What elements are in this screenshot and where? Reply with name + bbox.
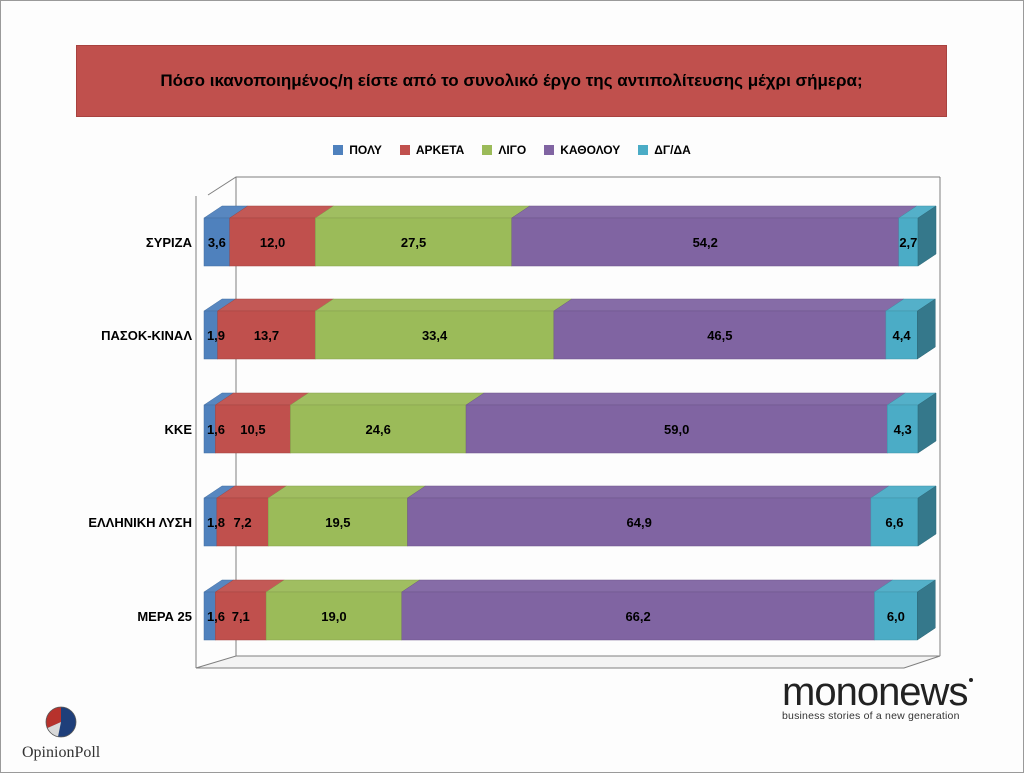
legend-swatch xyxy=(482,145,493,155)
data-label: 1,8 xyxy=(207,515,225,530)
legend-swatch xyxy=(333,145,344,155)
mononews-logo: mononews business stories of a new gener… xyxy=(782,670,974,722)
bar-side-face xyxy=(917,205,937,267)
bar-side-face xyxy=(917,579,936,641)
legend-swatch xyxy=(399,145,410,155)
bar-top-face xyxy=(400,579,894,593)
mononews-prefix: mono xyxy=(782,670,879,714)
category-label: ΣΥΡΙΖΑ xyxy=(146,235,193,250)
bar-top-face xyxy=(553,298,905,312)
bar-top-face xyxy=(267,485,427,499)
legend: ΠΟΛΥ ΑΡΚΕΤΑ ΛΙΓΟ ΚΑΘΟΛΟΥ ΔΓ/ΔΑ xyxy=(0,143,1024,157)
legend-swatch xyxy=(638,145,649,155)
legend-item: ΛΙΓΟ xyxy=(482,143,526,157)
legend-item: ΔΓ/ΔΑ xyxy=(638,143,691,157)
chart-title-box: Πόσο ικανοποιημένος/η είστε από το συνολ… xyxy=(76,45,947,117)
bar-top-face xyxy=(314,205,531,219)
bar-segment xyxy=(290,404,467,454)
data-label: 12,0 xyxy=(260,235,285,250)
data-label: 46,5 xyxy=(707,328,732,343)
data-label: 19,0 xyxy=(321,609,346,624)
bar-top-face xyxy=(465,392,907,406)
data-label: 4,4 xyxy=(893,328,912,343)
bar-top-face xyxy=(314,298,573,312)
bar-segment xyxy=(401,591,875,641)
legend-swatch xyxy=(544,145,555,155)
legend-item: ΑΡΚΕΤΑ xyxy=(399,143,465,157)
bar-segment xyxy=(229,217,316,267)
category-label: ΚΚΕ xyxy=(165,422,193,437)
bar-segment xyxy=(874,591,918,641)
data-label: 2,7 xyxy=(899,235,917,250)
data-label: 3,6 xyxy=(208,235,226,250)
bar-segment xyxy=(315,310,555,360)
bar-segment xyxy=(215,404,291,454)
data-label: 24,6 xyxy=(366,422,391,437)
opinionpoll-text: OpinionPoll xyxy=(22,744,101,761)
bar-segment xyxy=(511,217,899,267)
data-label: 6,6 xyxy=(885,515,903,530)
mononews-tagline: business stories of a new generation xyxy=(782,710,960,722)
bar-segment xyxy=(315,217,512,267)
mononews-dot-icon xyxy=(969,678,974,682)
bar-top-face xyxy=(406,485,890,499)
bar-segment xyxy=(265,591,403,641)
legend-item: ΚΑΘΟΛΟΥ xyxy=(544,143,620,157)
chart-floor xyxy=(195,655,941,669)
back-wall-top xyxy=(207,176,940,196)
legend-label: ΚΑΘΟΛΟΥ xyxy=(560,143,621,157)
bar-side-face xyxy=(917,298,936,360)
legend-label: ΠΟΛΥ xyxy=(349,143,382,157)
bar-side-face xyxy=(917,485,937,547)
data-label: 64,9 xyxy=(627,515,652,530)
data-label: 1,9 xyxy=(207,328,225,343)
data-label: 4,3 xyxy=(894,422,912,437)
legend-label: ΔΓ/ΔΑ xyxy=(654,143,691,157)
data-label: 66,2 xyxy=(625,609,650,624)
chart-title: Πόσο ικανοποιημένος/η είστε από το συνολ… xyxy=(160,71,863,90)
data-label: 19,5 xyxy=(325,515,350,530)
data-label: 27,5 xyxy=(401,235,426,250)
category-label: ΜΕΡΑ 25 xyxy=(137,609,192,624)
bar-side-face xyxy=(917,392,937,454)
data-label: 10,5 xyxy=(240,422,265,437)
data-label: 1,6 xyxy=(207,422,225,437)
data-label: 59,0 xyxy=(664,422,689,437)
bar-top-face xyxy=(289,392,485,406)
opinionpoll-logo: OpinionPoll xyxy=(22,705,100,762)
bar-segment xyxy=(407,497,872,547)
bar-segment xyxy=(217,310,316,360)
data-label: 7,2 xyxy=(234,515,252,530)
bar-segment xyxy=(465,404,888,454)
data-label: 1,6 xyxy=(207,609,225,624)
data-label: 6,0 xyxy=(887,609,905,624)
bar-top-face xyxy=(216,298,335,312)
category-label: ΕΛΛΗΝΙΚΗ ΛΥΣΗ xyxy=(88,515,192,530)
mononews-suffix: news xyxy=(878,670,968,714)
opinionpoll-emblem-icon xyxy=(45,706,77,738)
bar-segment xyxy=(887,404,919,454)
bar-segment xyxy=(268,497,408,547)
data-label: 54,2 xyxy=(693,235,718,250)
data-label: 33,4 xyxy=(422,328,448,343)
category-label: ΠΑΣΟΚ-ΚΙΝΑΛ xyxy=(101,328,192,343)
bar-top-face xyxy=(265,579,421,593)
data-label: 13,7 xyxy=(254,328,279,343)
data-label: 7,1 xyxy=(232,609,250,624)
bar-top-face xyxy=(510,205,918,219)
bar-segment xyxy=(870,497,919,547)
bar-segment xyxy=(885,310,918,360)
legend-label: ΛΙΓΟ xyxy=(498,143,527,157)
legend-label: ΑΡΚΕΤΑ xyxy=(415,143,465,157)
legend-item: ΠΟΛΥ xyxy=(333,143,382,157)
